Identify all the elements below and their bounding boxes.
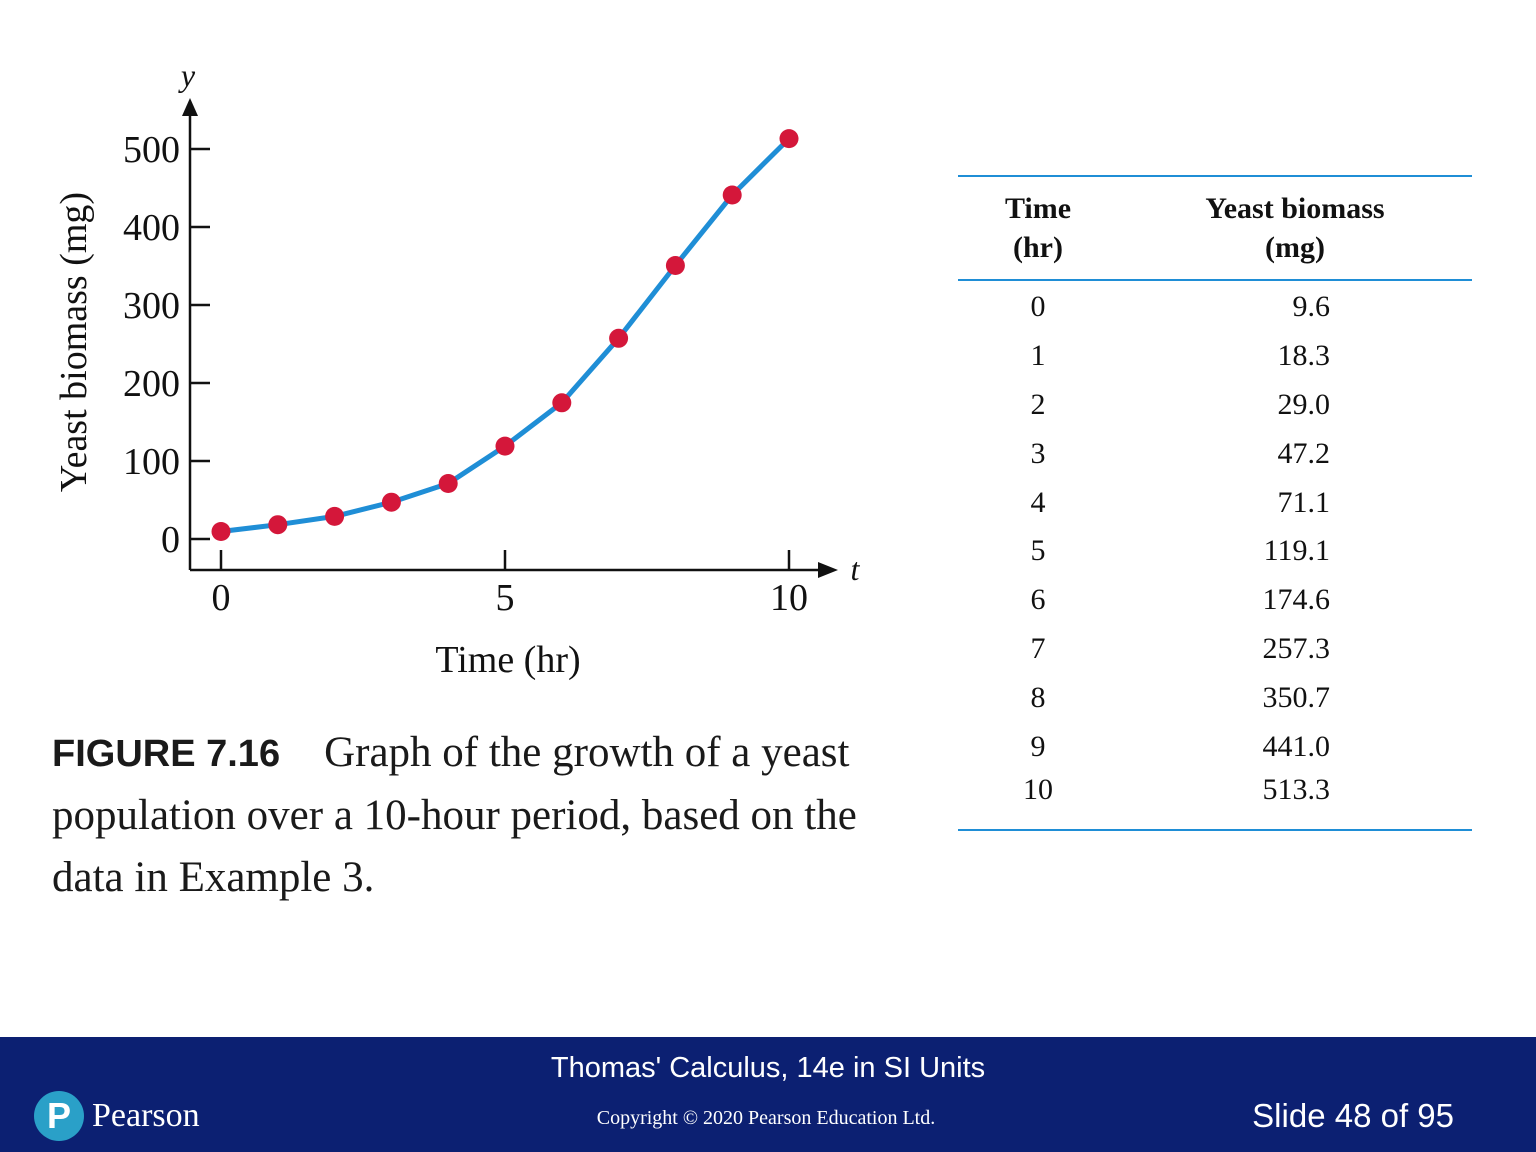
- figure-caption: FIGURE 7.16 Graph of the growth of a yeas…: [52, 722, 892, 909]
- slide-indicator: Slide 48 of 95: [1252, 1097, 1454, 1134]
- data-point: [381, 492, 401, 512]
- pearson-p-icon: P: [34, 1091, 84, 1141]
- cell-biomass: 71.1: [1277, 485, 1331, 519]
- data-point: [268, 515, 288, 535]
- book-title: Thomas' Calculus, 14e in SI Units: [550, 1052, 986, 1084]
- cell-biomass: 18.3: [1277, 339, 1331, 373]
- copyright-notice: Copyright © 2020 Pearson Education Ltd.: [596, 1107, 936, 1129]
- cell-time: 7: [1030, 631, 1046, 665]
- data-point: [495, 436, 515, 456]
- y-tick-label: 100: [123, 441, 180, 483]
- table-body: 0 9.6 1 18.3 2 29.0 3 47.2 4 71.1 5 119.1 6 174.6 7 257…: [958, 280, 1472, 830]
- cell-biomass: 513.3: [1262, 772, 1331, 806]
- data-point: [325, 506, 345, 526]
- x-tick-label: 10: [770, 577, 808, 619]
- cell-biomass: 441.0: [1262, 729, 1331, 763]
- data-point: [665, 256, 685, 275]
- y-axis-symbol: y: [178, 57, 196, 93]
- cell-time: 9: [1030, 729, 1046, 763]
- biomass-series-line: [218, 136, 792, 534]
- x-tick-label: 0: [212, 577, 231, 619]
- cell-biomass: 29.0: [1277, 387, 1331, 421]
- y-tick-label: 500: [123, 129, 180, 171]
- table-header-row: Time (hr) Yeast biomass (mg): [958, 176, 1472, 280]
- y-axis-label: Yeast biomass (mg): [53, 192, 95, 492]
- table-row: 10 513.3: [958, 771, 1472, 830]
- table-row: 1 18.3: [958, 332, 1472, 381]
- slide-footer: P Pearson Thomas' Calculus, 14e in SI Un…: [0, 1037, 1536, 1152]
- data-point: [722, 185, 742, 205]
- table-row: 6 174.6: [958, 576, 1472, 625]
- cell-biomass: 257.3: [1262, 631, 1331, 665]
- cell-time: 3: [1030, 436, 1046, 470]
- x-axis-arrow-icon: [818, 562, 838, 578]
- x-axis-symbol: t: [851, 551, 861, 587]
- data-point: [779, 129, 799, 149]
- cell-time: 6: [1030, 583, 1046, 617]
- yeast-data-table: Time (hr) Yeast biomass (mg) 0 9.6 1 18.3 2 2…: [958, 175, 1472, 831]
- table-row: 5 119.1: [958, 527, 1472, 576]
- table-row: 9 441.0: [958, 722, 1472, 771]
- cell-time: 8: [1030, 680, 1046, 714]
- table-row: 2 29.0: [958, 381, 1472, 430]
- x-tick-label: 5: [496, 577, 515, 619]
- pearson-wordmark: Pearson: [92, 1097, 200, 1134]
- cell-biomass: 47.2: [1277, 436, 1331, 470]
- cell-time: 2: [1030, 387, 1046, 421]
- figure-label: FIGURE 7.16: [52, 733, 281, 775]
- table-row: 4 71.1: [958, 478, 1472, 527]
- figure-caption-text: Graph of the growth of a yeast populatio…: [52, 729, 857, 901]
- x-axis-label: Time (hr): [435, 639, 580, 681]
- pearson-logo: P Pearson: [34, 1089, 200, 1143]
- y-tick-label: 200: [123, 363, 180, 405]
- data-point: [609, 328, 629, 348]
- table-row: 0 9.6: [958, 280, 1472, 332]
- cell-time: 1: [1030, 339, 1046, 373]
- table-row: 8 350.7: [958, 673, 1472, 722]
- cell-biomass: 9.6: [1292, 290, 1331, 324]
- cell-biomass: 174.6: [1262, 583, 1331, 617]
- header-time: Time (hr): [1004, 192, 1072, 264]
- data-point: [552, 393, 572, 413]
- cell-time: 10: [1023, 772, 1053, 806]
- data-point: [438, 474, 458, 493]
- y-tick-label: 0: [161, 519, 180, 561]
- data-point: [211, 522, 231, 541]
- yeast-growth-chart: y t 0 100 200 300 400 500 0 5 10 Time (hr) Yeast bio…: [53, 57, 861, 681]
- cell-biomass: 119.1: [1263, 534, 1330, 568]
- cell-time: 4: [1030, 485, 1046, 519]
- y-tick-label: 400: [123, 207, 180, 249]
- table-row: 7 257.3: [958, 625, 1472, 674]
- cell-time: 5: [1030, 534, 1046, 568]
- cell-biomass: 350.7: [1262, 680, 1331, 714]
- y-tick-label: 300: [123, 285, 180, 327]
- header-yeast-biomass: Yeast biomass (mg): [1205, 192, 1385, 264]
- y-axis-arrow-icon: [182, 98, 198, 116]
- cell-time: 0: [1030, 290, 1046, 324]
- table-row: 3 47.2: [958, 429, 1472, 478]
